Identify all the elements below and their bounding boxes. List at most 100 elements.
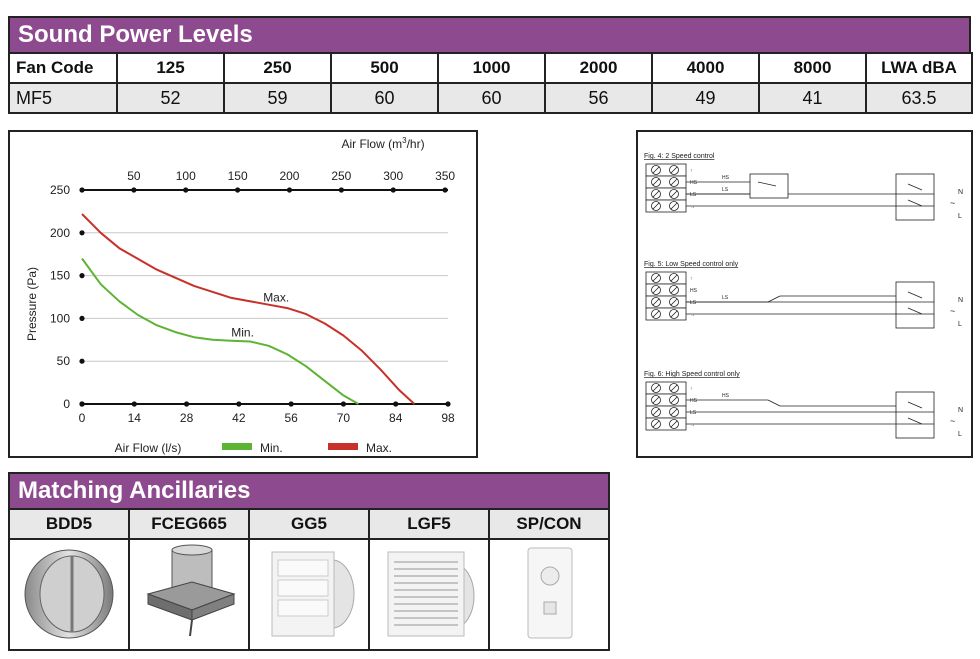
fan-curve-panel: Air Flow (m3/hr) Pressure (Pa) Air Flow … (8, 130, 478, 458)
terminal-screw-slot (670, 202, 678, 210)
terminal-screw-slot (652, 286, 660, 294)
terminal-screw-slot (670, 396, 678, 404)
wire-label: LS (722, 295, 729, 301)
terminal-screw-slot (652, 178, 660, 186)
ancillary-name: LGF5 (368, 508, 490, 540)
wiring-figure-4: Fig. 4: 2 Speed control ↑ HS LS → N~L HS LS (644, 153, 963, 221)
gravity-grille-image (271, 551, 355, 637)
speed-controller-image (527, 547, 573, 639)
isolator-box (895, 173, 935, 221)
right-label: N (958, 407, 963, 414)
terminal-label: LS (690, 192, 697, 198)
ancillaries-title: Matching Ancillaries (8, 472, 610, 510)
ancillary-name: FCEG665 (128, 508, 250, 540)
sound-power-title-text: Sound Power Levels (18, 21, 253, 48)
x2-tick-dot (338, 187, 344, 193)
wiring-figure-title: Fig. 5: Low Speed control only (644, 261, 739, 268)
y-tick-dot (79, 273, 85, 279)
y-tick-dot (79, 358, 85, 364)
legend-swatch-max (328, 443, 358, 450)
terminal-label: ↑ (690, 276, 693, 282)
x2-tick-label: 300 (383, 169, 403, 183)
terminal-label: HS (690, 180, 698, 186)
legend-swatch-min (222, 443, 252, 450)
value-cell: 60 (330, 82, 439, 114)
terminal-screw-slot (670, 408, 678, 416)
x2-axis-label: Air Flow (m3/hr) (341, 136, 424, 151)
isolator-switch (907, 401, 923, 409)
x2-tick-label: 250 (331, 169, 351, 183)
y-tick-label: 200 (50, 226, 70, 240)
right-label: L (958, 213, 962, 220)
isolator-switch (907, 183, 923, 191)
x2-tick-dot (390, 187, 396, 193)
header-cell: 500 (330, 52, 439, 84)
x-tick-dot (340, 401, 347, 407)
legend-label-max: Max. (366, 441, 392, 455)
x2-tick-dot (286, 187, 293, 193)
wire-label: HS (722, 393, 730, 399)
header-cell: 1000 (437, 52, 546, 84)
series-line-min (81, 257, 359, 405)
terminal-screw-slot (670, 274, 678, 282)
isolator-switch (907, 199, 923, 207)
terminal-label: → (690, 204, 695, 210)
terminal-screw-slot (670, 190, 678, 198)
terminal-screw-slot (670, 286, 678, 294)
sound-power-value-row: MF5 52 59 60 60 56 49 41 63.5 (8, 82, 973, 114)
terminal-screw-slot (670, 298, 678, 306)
isolator-box (895, 281, 935, 329)
terminal-label: ↑ (690, 168, 693, 174)
wire-label: HS (722, 175, 730, 181)
x-tick-dot (131, 401, 137, 407)
x-tick-dot (79, 401, 85, 407)
x-axis-label: Air Flow (l/s) (115, 441, 182, 455)
wiring-figure-5: Fig. 5: Low Speed control only ↑ HS LS → N~L L… (644, 261, 963, 329)
x2-tick-label: 100 (176, 169, 196, 183)
wiring-figure-title: Fig. 6: High Speed control only (644, 371, 740, 378)
speed-switch (767, 399, 781, 407)
terminal-screw-slot (652, 408, 660, 416)
ancillary-name: SP/CON (488, 508, 610, 540)
right-label: N (958, 297, 963, 304)
ancillaries-table: BDD5 FCEG665 GG5 LGF5 SP/CON (8, 508, 610, 651)
speed-switch-box (749, 173, 789, 199)
terminal-screw-slot (670, 178, 678, 186)
y-axis-label: Pressure (Pa) (25, 267, 39, 341)
value-cell: MF5 (8, 82, 118, 114)
value-cell: 63.5 (865, 82, 973, 114)
x2-tick-dot (442, 187, 448, 193)
y-tick-label: 250 (50, 183, 70, 197)
value-cell: 59 (223, 82, 332, 114)
isolator-switch (907, 417, 923, 425)
terminal-screw-slot (652, 166, 660, 174)
terminal-screw-slot (670, 384, 678, 392)
sound-power-title: Sound Power Levels (8, 16, 971, 54)
right-label: L (958, 321, 962, 328)
header-cell: 125 (116, 52, 225, 84)
x-tick-dot (183, 401, 190, 407)
terminal-screw-slot (652, 384, 660, 392)
ancillary-name: BDD5 (8, 508, 130, 540)
header-cell: LWA dBA (865, 52, 973, 84)
header-cell: Fan Code (8, 52, 118, 84)
value-cell: 60 (437, 82, 546, 114)
terminal-screw-slot (652, 190, 660, 198)
x-tick-label: 0 (79, 411, 86, 425)
terminal-screw-slot (670, 420, 678, 428)
sound-power-header-row: Fan Code 125 250 500 1000 2000 4000 8000… (8, 52, 973, 84)
x-tick-dot (236, 401, 242, 407)
value-cell: 49 (651, 82, 760, 114)
x2-tick-dot (183, 187, 189, 193)
wiring-figure-6: Fig. 6: High Speed control only ↑ HS LS → N~L… (644, 371, 963, 439)
terminal-label: → (690, 312, 695, 318)
ancillary-name: GG5 (248, 508, 370, 540)
header-cell: 2000 (544, 52, 653, 84)
terminal-screw-slot (652, 274, 660, 282)
isolator-switch (907, 291, 923, 299)
header-cell: 250 (223, 52, 332, 84)
ancillary-image-cell (8, 538, 130, 651)
terminal-screw-slot (652, 298, 660, 306)
wire-label: LS (722, 187, 729, 193)
terminal-screw-slot (670, 166, 678, 174)
